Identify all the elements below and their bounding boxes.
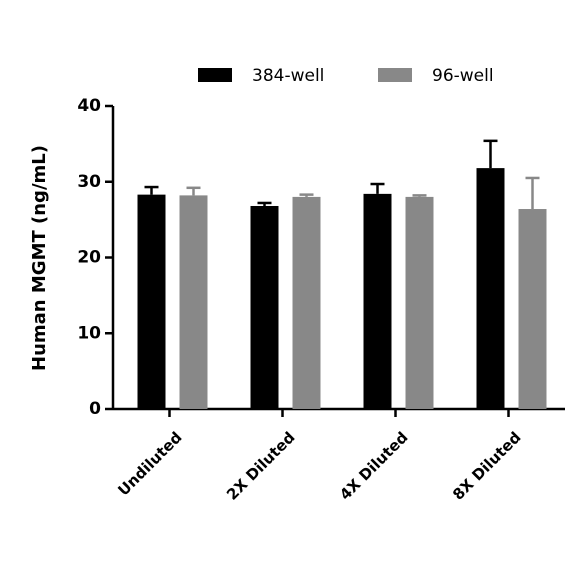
legend-swatch xyxy=(198,68,232,82)
bar xyxy=(250,205,279,409)
y-tick-label: 10 xyxy=(77,323,101,343)
bar xyxy=(476,168,505,409)
legend-label: 96-well xyxy=(432,66,494,86)
bar xyxy=(363,193,392,409)
y-axis-title: Human MGMT (ng/mL) xyxy=(29,145,50,371)
bar xyxy=(179,195,208,409)
legend-swatch xyxy=(378,68,412,82)
legend-label: 384-well xyxy=(252,66,324,86)
x-tick-label: 2X Diluted xyxy=(223,428,298,503)
bar xyxy=(518,209,547,409)
y-tick-label: 40 xyxy=(77,96,101,116)
bar xyxy=(405,196,434,409)
y-tick-label: 20 xyxy=(77,248,101,268)
x-tick-label: 4X Diluted xyxy=(336,428,411,503)
bar xyxy=(292,196,321,409)
x-tick-label: 8X Diluted xyxy=(449,428,524,503)
y-tick-label: 30 xyxy=(77,172,101,192)
y-tick-label: 0 xyxy=(89,399,101,419)
bar xyxy=(137,194,166,409)
x-tick-label: Undiluted xyxy=(114,428,185,499)
